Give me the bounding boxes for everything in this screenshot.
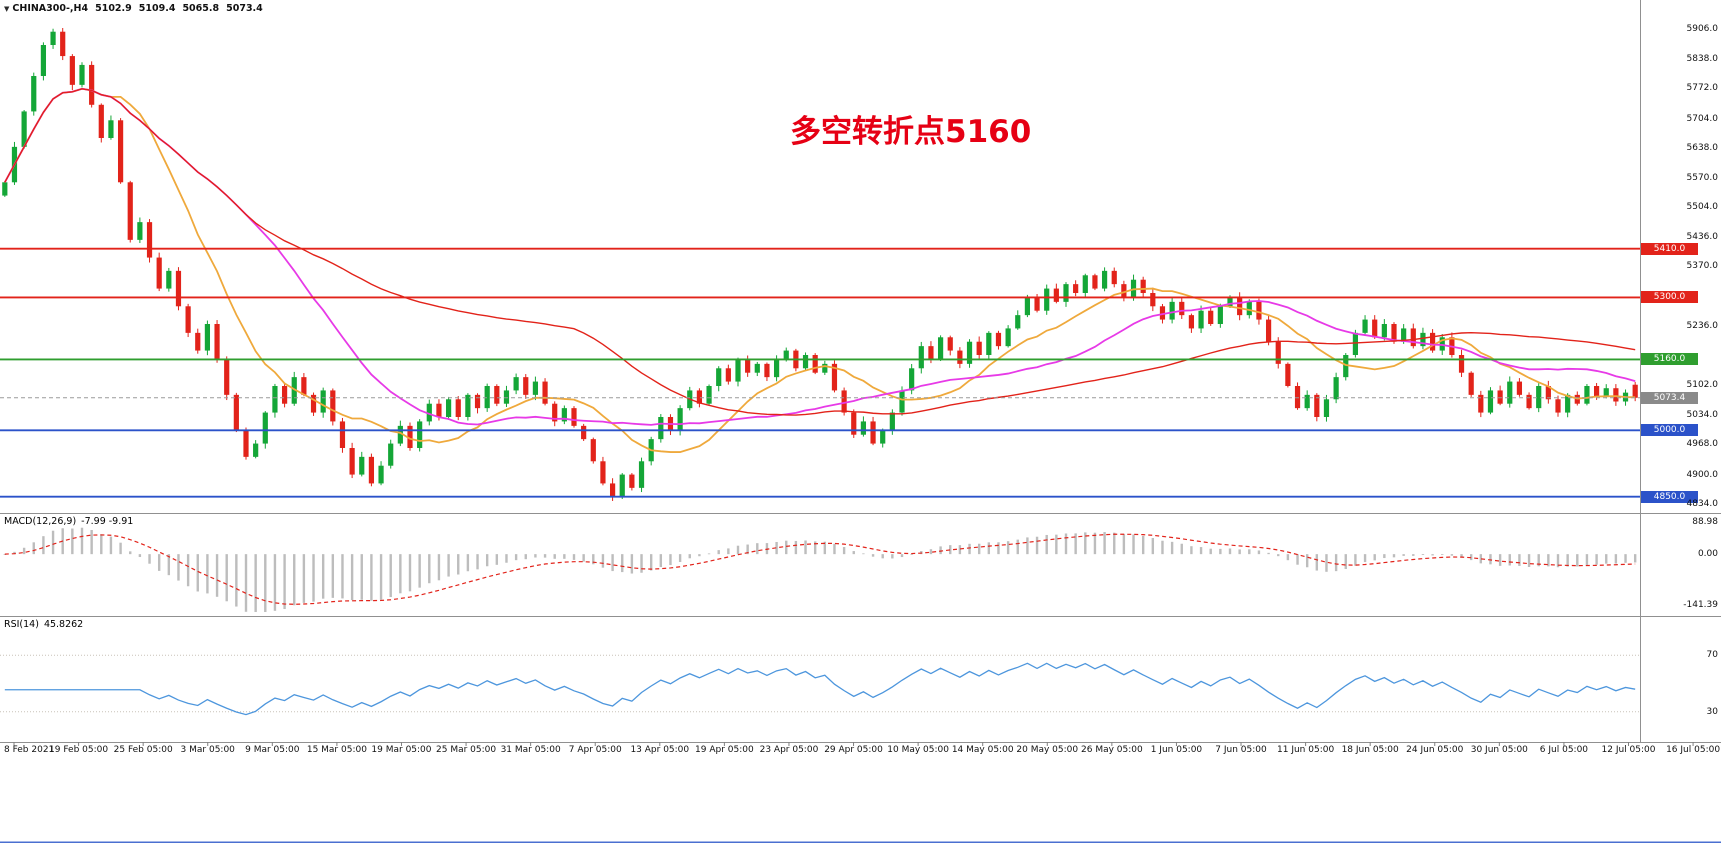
symbol-dropdown-icon[interactable]: ▼ bbox=[4, 5, 10, 13]
quote-close: 5073.4 bbox=[226, 3, 263, 14]
macd-signal-line bbox=[4, 533, 1636, 605]
rsi-indicator-label: RSI(14) 45.8262 bbox=[4, 619, 83, 630]
rsi-line bbox=[4, 662, 1636, 716]
ma-mid-line bbox=[4, 87, 1636, 426]
candles-layer bbox=[2, 27, 1638, 501]
macd-indicator-label: MACD(12,26,9) -7.99 -9.91 bbox=[4, 516, 133, 527]
rsi-panel-plot[interactable] bbox=[0, 617, 1640, 742]
quote-low: 5065.8 bbox=[182, 3, 220, 14]
window-bottom-border bbox=[0, 841, 1721, 843]
main-chart-plot[interactable] bbox=[0, 0, 1640, 513]
price-axis[interactable] bbox=[1641, 0, 1721, 742]
annotation-text: 多空转折点5160 bbox=[790, 114, 1032, 150]
macd-values: -7.99 -9.91 bbox=[81, 516, 134, 527]
symbol-period-label: CHINA300-,H4 bbox=[12, 3, 89, 14]
ma-fast-line bbox=[4, 87, 1636, 453]
chart-header: ▼ CHINA300-,H4 5102.9 5109.4 5065.8 5073.4 bbox=[4, 3, 263, 14]
macd-label: MACD(12,26,9) bbox=[4, 516, 77, 527]
macd-panel-plot[interactable] bbox=[0, 514, 1640, 616]
macd-histogram bbox=[3, 527, 1637, 612]
quote-high: 5109.4 bbox=[138, 3, 176, 14]
time-ticks bbox=[13, 742, 1694, 746]
rsi-label: RSI(14) bbox=[4, 619, 39, 630]
time-axis[interactable] bbox=[0, 742, 1721, 762]
ma-slow-line bbox=[4, 88, 1636, 416]
quote-open: 5102.9 bbox=[95, 3, 132, 14]
rsi-value: 45.8262 bbox=[43, 619, 84, 630]
